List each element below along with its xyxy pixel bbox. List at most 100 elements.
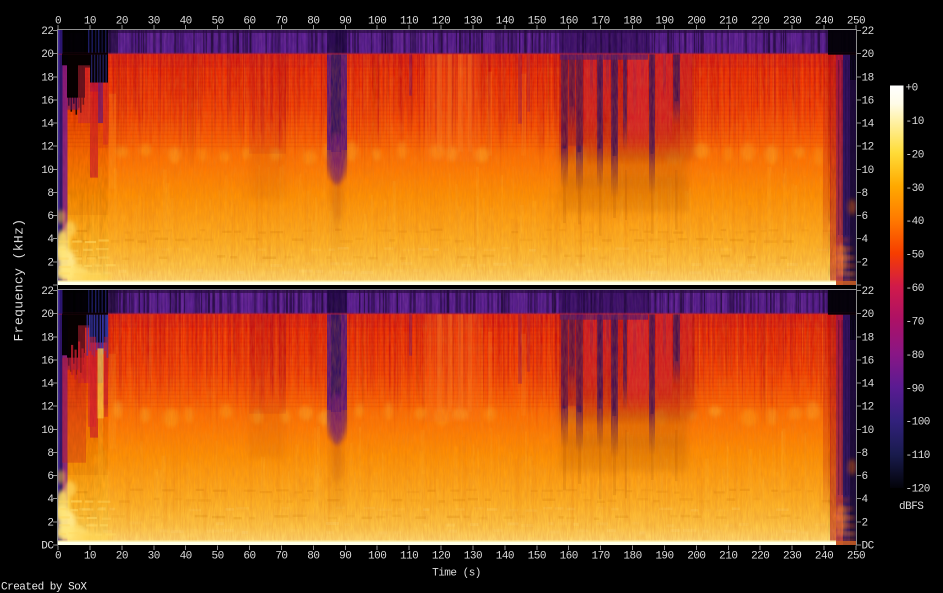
svg-text:12: 12 [862,402,874,414]
svg-text:180: 180 [623,551,641,563]
svg-text:190: 190 [655,551,673,563]
svg-text:DC: DC [41,541,54,553]
svg-text:40: 40 [180,16,192,28]
svg-text:220: 220 [751,16,769,28]
svg-text:8: 8 [47,448,53,460]
svg-text:4: 4 [47,494,54,506]
svg-text:10: 10 [84,16,96,28]
svg-text:-100: -100 [906,417,930,429]
svg-text:22: 22 [862,286,874,298]
svg-text:14: 14 [41,119,54,131]
svg-text:140: 140 [496,16,514,28]
svg-text:130: 130 [464,16,482,28]
svg-text:14: 14 [862,379,875,391]
svg-text:70: 70 [275,16,287,28]
svg-text:150: 150 [528,551,546,563]
svg-text:170: 170 [591,551,609,563]
svg-text:22: 22 [862,26,874,38]
svg-text:210: 210 [719,16,737,28]
svg-text:230: 230 [783,16,801,28]
svg-text:10: 10 [862,165,874,177]
svg-text:80: 80 [307,16,319,28]
svg-text:-110: -110 [906,450,930,462]
svg-text:8: 8 [862,188,868,200]
svg-text:10: 10 [41,165,53,177]
svg-text:20: 20 [116,551,128,563]
svg-text:DC: DC [862,541,875,553]
svg-text:14: 14 [41,379,54,391]
svg-text:200: 200 [687,551,705,563]
svg-text:8: 8 [862,448,868,460]
svg-text:230: 230 [783,551,801,563]
svg-text:140: 140 [496,551,514,563]
svg-text:4: 4 [862,494,869,506]
svg-text:100: 100 [368,16,386,28]
svg-text:6: 6 [47,471,53,483]
svg-text:50: 50 [211,551,223,563]
svg-text:-70: -70 [906,316,924,328]
svg-text:2: 2 [862,517,868,529]
svg-text:90: 90 [339,16,351,28]
svg-text:18: 18 [41,332,53,344]
svg-text:150: 150 [528,16,546,28]
svg-text:8: 8 [47,188,53,200]
svg-text:180: 180 [623,16,641,28]
svg-text:80: 80 [307,551,319,563]
svg-text:160: 160 [560,551,578,563]
svg-text:12: 12 [41,402,53,414]
svg-text:-60: -60 [906,283,924,295]
svg-text:250: 250 [847,551,865,563]
svg-text:16: 16 [862,95,874,107]
svg-text:6: 6 [862,211,868,223]
svg-text:Frequency (kHz): Frequency (kHz) [12,218,27,341]
svg-text:18: 18 [862,72,874,84]
svg-text:2: 2 [47,257,53,269]
svg-text:210: 210 [719,551,737,563]
svg-text:190: 190 [655,16,673,28]
svg-text:90: 90 [339,551,351,563]
svg-text:220: 220 [751,551,769,563]
svg-text:16: 16 [862,355,874,367]
svg-text:18: 18 [41,72,53,84]
svg-text:12: 12 [41,142,53,154]
svg-text:120: 120 [432,551,450,563]
svg-text:20: 20 [862,309,874,321]
svg-text:10: 10 [41,425,53,437]
svg-text:0: 0 [55,16,61,28]
svg-text:4: 4 [47,234,54,246]
svg-text:20: 20 [116,16,128,28]
svg-text:110: 110 [400,551,418,563]
svg-text:20: 20 [862,49,874,61]
svg-text:16: 16 [41,355,53,367]
svg-text:20: 20 [41,49,53,61]
svg-text:4: 4 [862,234,869,246]
svg-text:10: 10 [862,425,874,437]
svg-text:22: 22 [41,26,53,38]
svg-text:-50: -50 [906,250,924,262]
svg-text:-40: -40 [906,216,924,228]
svg-text:170: 170 [591,16,609,28]
svg-text:50: 50 [211,16,223,28]
svg-text:30: 30 [148,551,160,563]
svg-text:12: 12 [862,142,874,154]
svg-text:18: 18 [862,332,874,344]
svg-text:200: 200 [687,16,705,28]
svg-text:40: 40 [180,551,192,563]
svg-text:240: 240 [815,551,833,563]
svg-text:120: 120 [432,16,450,28]
svg-text:130: 130 [464,551,482,563]
svg-text:60: 60 [243,551,255,563]
svg-text:-120: -120 [906,484,930,496]
svg-text:dBFS: dBFS [899,501,924,513]
svg-text:16: 16 [41,95,53,107]
svg-text:2: 2 [47,517,53,529]
svg-text:160: 160 [560,16,578,28]
svg-text:+0: +0 [906,83,918,95]
svg-text:240: 240 [815,16,833,28]
svg-text:-90: -90 [906,383,924,395]
svg-text:6: 6 [862,471,868,483]
svg-text:-30: -30 [906,183,924,195]
svg-text:Time (s): Time (s) [432,568,481,580]
svg-text:30: 30 [148,16,160,28]
svg-text:-80: -80 [906,350,924,362]
